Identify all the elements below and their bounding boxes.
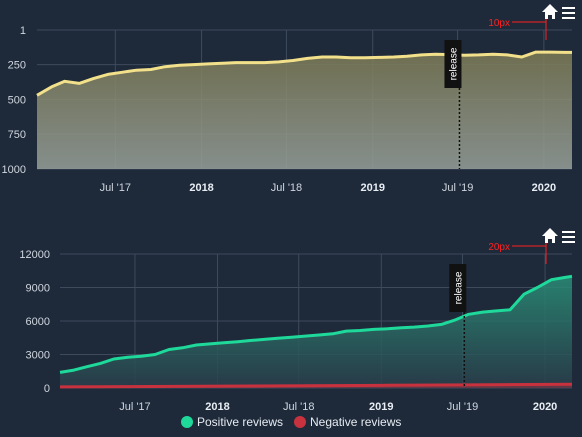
menu-icon-bar <box>562 236 575 238</box>
x-tick-label: 2019 <box>369 401 393 413</box>
x-tick-label: 2019 <box>360 182 384 194</box>
menu-icon-bar <box>562 231 575 233</box>
y-tick-label: 12000 <box>19 249 50 261</box>
legend-label: Negative reviews <box>310 415 401 429</box>
annotation-label: 10px <box>488 18 510 29</box>
y-tick-label: 1 <box>20 25 26 37</box>
menu-icon-bar <box>562 7 575 9</box>
release-label-box <box>449 264 467 312</box>
x-tick-label: 2020 <box>532 182 556 194</box>
release-label: release <box>453 271 464 304</box>
series-line <box>36 50 572 97</box>
x-tick-label: Jul '19 <box>447 401 478 413</box>
x-tick-label: Jul '18 <box>283 401 314 413</box>
chart-2: 0 3000 6000 9000 12000 Jul '17 2018 Jul '18 2019… <box>19 228 575 429</box>
y-tick-label: 9000 <box>26 283 50 295</box>
home-icon[interactable] <box>542 4 558 19</box>
legend-item[interactable]: Positive reviews <box>181 415 283 429</box>
series-line <box>59 274 573 374</box>
legend-swatch <box>181 416 193 428</box>
y-tick-label: 1000 <box>2 164 26 176</box>
series-area <box>37 52 572 169</box>
menu-icon[interactable] <box>562 7 575 19</box>
legend-item[interactable]: Negative reviews <box>294 415 401 429</box>
x-tick-label: Jul '18 <box>271 182 302 194</box>
chart-1: 1 250 500 750 1000 Jul '17 2018 Jul '18 2019 Jul … <box>2 4 575 194</box>
menu-icon-bar <box>562 12 575 14</box>
y-tick-label: 0 <box>44 383 50 395</box>
menu-icon-bar <box>562 17 575 19</box>
x-tick-label: Jul '17 <box>100 182 131 194</box>
x-tick-label: 2018 <box>205 401 229 413</box>
series-line <box>59 382 573 389</box>
x-tick-label: Jul '19 <box>442 182 473 194</box>
y-tick-label: 6000 <box>26 316 50 328</box>
series-area <box>60 276 572 388</box>
annotation-label: 20px <box>488 242 510 253</box>
release-label: release <box>448 47 459 80</box>
legend-swatch <box>294 416 306 428</box>
x-tick-label: Jul '17 <box>119 401 150 413</box>
legend-label: Positive reviews <box>197 415 283 429</box>
y-tick-label: 3000 <box>26 350 50 362</box>
menu-icon-bar <box>562 241 575 243</box>
home-icon[interactable] <box>542 228 558 243</box>
y-tick-label: 750 <box>8 129 26 141</box>
menu-icon[interactable] <box>562 231 575 243</box>
x-tick-label: 2020 <box>533 401 557 413</box>
y-tick-label: 500 <box>8 94 26 106</box>
x-tick-label: 2018 <box>189 182 213 194</box>
release-label-box <box>444 40 462 88</box>
y-tick-label: 250 <box>8 60 26 72</box>
